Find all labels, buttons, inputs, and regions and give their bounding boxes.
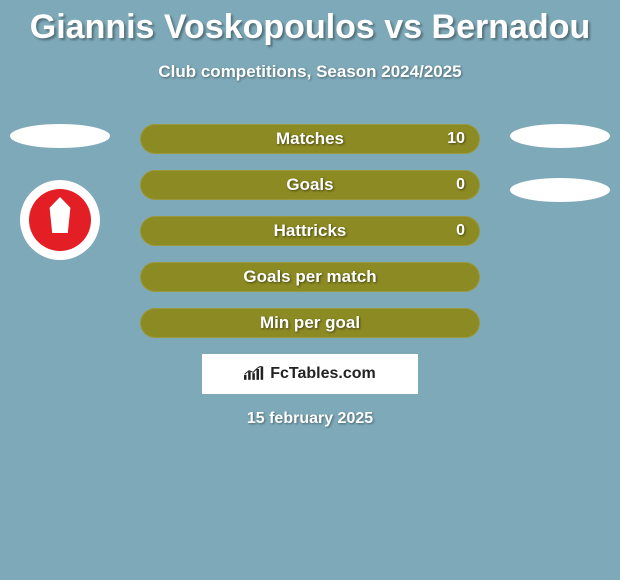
stat-bar-min-per-goal: Min per goal [140, 308, 480, 338]
page-title: Giannis Voskopoulos vs Bernadou [0, 8, 620, 47]
stat-label: Matches [276, 129, 344, 149]
stat-value-right: 10 [447, 130, 465, 148]
player-left-avatar-placeholder [10, 124, 110, 148]
stat-bars: Matches 10 Goals 0 Hattricks 0 Goals per… [140, 124, 480, 354]
bar-chart-icon [244, 366, 264, 382]
stat-bar-goals-per-match: Goals per match [140, 262, 480, 292]
stat-bar-matches: Matches 10 [140, 124, 480, 154]
brand-text: FcTables.com [270, 365, 376, 383]
stat-label: Min per goal [260, 313, 360, 333]
stat-value-right: 0 [456, 176, 465, 194]
stat-label: Hattricks [274, 221, 347, 241]
club-left-badge [20, 180, 100, 260]
player-right-avatar-placeholder [510, 124, 610, 148]
club-left-badge-inner [29, 189, 91, 251]
stat-bar-goals: Goals 0 [140, 170, 480, 200]
footer-date: 15 february 2025 [0, 410, 620, 428]
stat-label: Goals [286, 175, 333, 195]
subtitle: Club competitions, Season 2024/2025 [0, 62, 620, 82]
club-right-badge-placeholder [510, 178, 610, 202]
stat-bar-hattricks: Hattricks 0 [140, 216, 480, 246]
stat-value-right: 0 [456, 222, 465, 240]
brand-box: FcTables.com [202, 354, 418, 394]
stat-label: Goals per match [243, 267, 376, 287]
